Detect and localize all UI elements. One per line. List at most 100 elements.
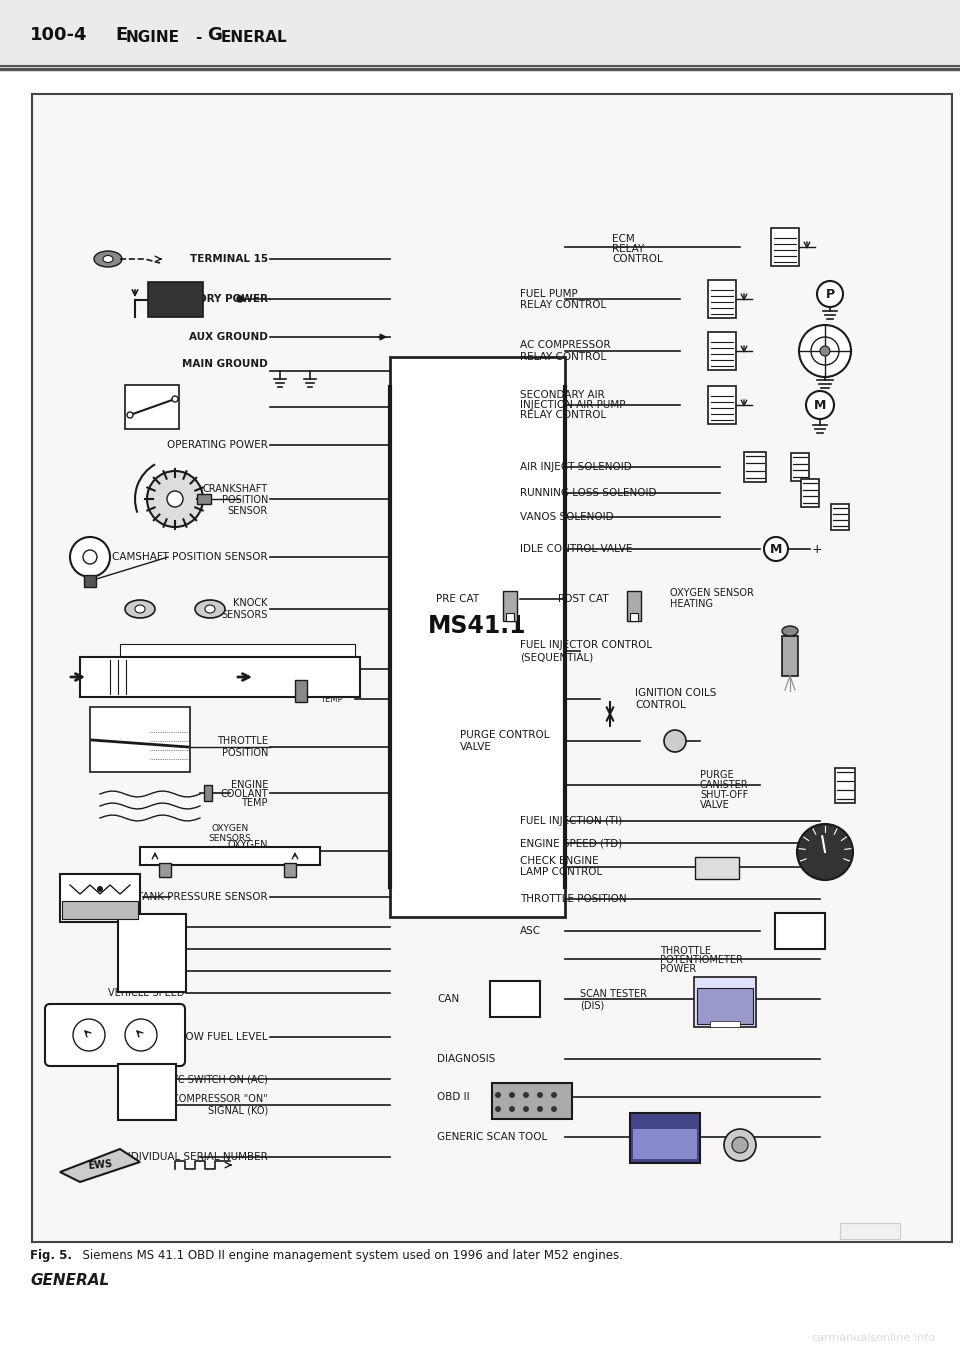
Text: TEMP: TEMP: [242, 798, 268, 807]
Text: M: M: [814, 399, 827, 411]
Bar: [782, 636, 798, 676]
Bar: [118, 915, 186, 992]
Text: Siemens MS 41.1 OBD II engine management system used on 1996 and later M52 engin: Siemens MS 41.1 OBD II engine management…: [75, 1248, 623, 1262]
Ellipse shape: [205, 605, 215, 613]
Text: P: P: [826, 288, 834, 300]
Ellipse shape: [94, 251, 122, 267]
Text: RELAY: RELAY: [136, 404, 167, 414]
Bar: [390, 357, 565, 917]
Text: ASC: ASC: [138, 947, 166, 961]
Bar: [503, 592, 517, 622]
Ellipse shape: [195, 600, 225, 617]
Text: POTENTIOMETER: POTENTIOMETER: [660, 955, 743, 965]
Text: KNOCK: KNOCK: [233, 598, 268, 608]
Bar: [0, 0, 960, 66]
Bar: [84, 575, 96, 588]
Bar: [627, 592, 641, 622]
Bar: [775, 913, 825, 949]
Text: (SEQUENTIAL): (SEQUENTIAL): [520, 651, 593, 662]
Text: MS41.1: MS41.1: [428, 613, 527, 638]
Text: GENERAL: GENERAL: [30, 1273, 109, 1288]
Bar: [90, 707, 190, 772]
Text: SCAN TESTER: SCAN TESTER: [580, 989, 647, 999]
Text: RELAY CONTROL: RELAY CONTROL: [520, 300, 607, 309]
Text: IHKA: IHKA: [132, 1095, 161, 1105]
Text: IDLE CONTROL VALVE: IDLE CONTROL VALVE: [520, 544, 633, 554]
Text: AIR MASS SIGNAL: AIR MASS SIGNAL: [191, 649, 282, 658]
Text: INDIVIDUAL SERIAL NUMBER: INDIVIDUAL SERIAL NUMBER: [120, 1152, 268, 1162]
Text: THROTTLE POSITION: THROTTLE POSITION: [520, 894, 627, 904]
Text: LOW FUEL LEVEL: LOW FUEL LEVEL: [180, 1033, 268, 1042]
Bar: [708, 280, 736, 318]
Text: PRESSURE: PRESSURE: [84, 908, 116, 912]
Circle shape: [147, 471, 203, 527]
Text: VANOS SOLENOID: VANOS SOLENOID: [520, 512, 613, 522]
Text: PURGE CONTROL: PURGE CONTROL: [460, 730, 549, 740]
Text: CAMSHAFT POSITION SENSOR: CAMSHAFT POSITION SENSOR: [112, 552, 268, 562]
Text: ENGINE SPEED (TD): ENGINE SPEED (TD): [520, 839, 622, 848]
Text: S-MSR: S-MSR: [153, 944, 184, 954]
Text: FUEL TANK PRESSURE SENSOR: FUEL TANK PRESSURE SENSOR: [108, 892, 268, 902]
Text: ENGINE: ENGINE: [230, 780, 268, 790]
Text: OXYGEN: OXYGEN: [228, 840, 268, 849]
Ellipse shape: [135, 605, 145, 613]
Circle shape: [732, 1137, 748, 1153]
Bar: [140, 847, 320, 864]
Text: MEMORY POWER: MEMORY POWER: [170, 294, 268, 304]
Bar: [120, 645, 355, 662]
Circle shape: [817, 281, 843, 307]
Circle shape: [551, 1092, 557, 1098]
Text: ENERAL: ENERAL: [221, 30, 288, 45]
Text: FUEL INJECTOR CONTROL: FUEL INJECTOR CONTROL: [520, 641, 652, 650]
Circle shape: [127, 413, 133, 418]
Text: PURGE: PURGE: [700, 769, 733, 780]
Text: AIR INJECT SOLENOID: AIR INJECT SOLENOID: [520, 461, 632, 472]
Circle shape: [97, 886, 103, 892]
Bar: [710, 1020, 740, 1027]
Circle shape: [167, 491, 183, 508]
Circle shape: [724, 1129, 756, 1162]
Circle shape: [806, 391, 834, 419]
Bar: [840, 1223, 900, 1239]
Text: VALVE: VALVE: [460, 742, 492, 752]
Text: OPERATING POWER: OPERATING POWER: [167, 440, 268, 451]
Text: G: G: [207, 26, 222, 43]
Text: OXYGEN SENSOR: OXYGEN SENSOR: [670, 588, 754, 598]
Bar: [708, 385, 736, 423]
Bar: [630, 613, 638, 622]
Text: A/C SWITCH ON (AC): A/C SWITCH ON (AC): [168, 1073, 268, 1084]
Polygon shape: [60, 1149, 140, 1182]
Text: INJECTION AIR PUMP: INJECTION AIR PUMP: [520, 400, 626, 410]
Text: CONTROL: CONTROL: [635, 700, 685, 710]
Text: ECM: ECM: [141, 392, 162, 402]
Text: 0012596: 0012596: [853, 1227, 887, 1235]
Bar: [695, 858, 739, 879]
Text: MAIN GROUND: MAIN GROUND: [182, 360, 268, 369]
Text: OXYGEN
SENSORS: OXYGEN SENSORS: [208, 824, 252, 843]
Text: POST CAT: POST CAT: [558, 594, 609, 604]
Bar: [284, 863, 296, 877]
Circle shape: [799, 324, 851, 377]
Bar: [80, 657, 360, 697]
Bar: [492, 1083, 572, 1120]
Text: AUX GROUND: AUX GROUND: [189, 332, 268, 342]
Bar: [801, 479, 819, 508]
Text: -: -: [195, 30, 202, 45]
Text: NGINE: NGINE: [126, 30, 180, 45]
Text: CRANKSHAFT: CRANKSHAFT: [203, 484, 268, 494]
Circle shape: [537, 1092, 543, 1098]
Text: CHEC: CHEC: [708, 866, 726, 870]
Bar: [633, 1129, 697, 1159]
Circle shape: [811, 337, 839, 365]
Text: S-EML: S-EML: [155, 921, 184, 932]
Text: OBD II: OBD II: [437, 1092, 469, 1102]
Bar: [831, 503, 849, 531]
Text: HEATING: HEATING: [670, 598, 713, 609]
Bar: [771, 228, 799, 266]
Bar: [197, 494, 211, 503]
Text: LAMP CONTROL: LAMP CONTROL: [520, 867, 602, 877]
Text: E36: E36: [136, 1079, 157, 1090]
Circle shape: [797, 824, 853, 879]
Text: POSITION: POSITION: [222, 495, 268, 505]
Text: S-ASC: S-ASC: [156, 966, 184, 976]
